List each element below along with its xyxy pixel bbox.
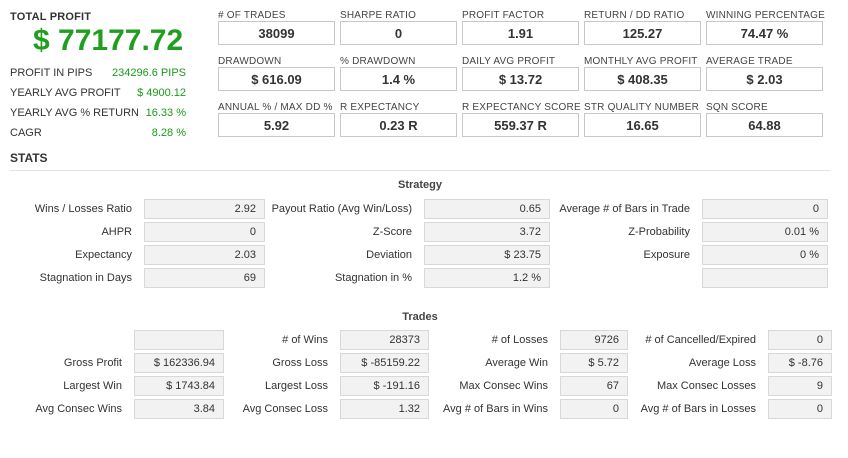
summary-row-label: PROFIT IN PIPS — [10, 67, 93, 79]
metric-label: WINNING PERCENTAGE — [706, 10, 825, 21]
metric-value: $ 408.35 — [584, 67, 701, 91]
strategy-label: Z-Probability — [628, 226, 690, 238]
metric-label: PROFIT FACTOR — [462, 10, 545, 21]
metric-label: RETURN / DD RATIO — [584, 10, 685, 21]
metric-label: SQN SCORE — [706, 102, 768, 113]
strategy-value: 0 % — [702, 245, 828, 265]
strategy-label: Stagnation in Days — [39, 272, 132, 284]
metric-label: DAILY AVG PROFIT — [462, 56, 556, 67]
trades-value: 9726 — [560, 330, 628, 350]
stats-divider — [10, 170, 830, 171]
trades-value: $ 5.72 — [560, 353, 628, 373]
metric-label: ANNUAL % / MAX DD % — [218, 102, 333, 113]
metric-label: SHARPE RATIO — [340, 10, 417, 21]
trades-label: Max Consec Losses — [656, 380, 756, 392]
trades-value: 3.84 — [134, 399, 224, 419]
strategy-value: 0.01 % — [702, 222, 828, 242]
trades-label: Largest Loss — [265, 380, 328, 392]
metric-label: MONTHLY AVG PROFIT — [584, 56, 698, 67]
metric-value: 16.65 — [584, 113, 701, 137]
metric-label: R EXPECTANCY — [340, 102, 420, 113]
strategy-value: 2.92 — [144, 199, 265, 219]
trades-value: $ 1743.84 — [134, 376, 224, 396]
metric-value: 1.91 — [462, 21, 579, 45]
strategy-value: 0 — [702, 199, 828, 219]
trades-value: 67 — [560, 376, 628, 396]
trades-label: Average Loss — [688, 357, 756, 369]
strategy-label: Average # of Bars in Trade — [559, 203, 690, 215]
metric-label: DRAWDOWN — [218, 56, 282, 67]
metric-value: 5.92 — [218, 113, 335, 137]
trades-value — [134, 330, 224, 350]
trades-value: $ -8.76 — [768, 353, 832, 373]
strategy-label: AHPR — [101, 226, 132, 238]
trades-value: 28373 — [340, 330, 429, 350]
strategy-label: Expectancy — [75, 249, 132, 261]
metric-value: 0.23 R — [340, 113, 457, 137]
total-profit-value: $ 77177.72 — [33, 24, 184, 57]
trades-value: 1.32 — [340, 399, 429, 419]
trades-value: $ -85159.22 — [340, 353, 429, 373]
trades-label: Average Win — [485, 357, 548, 369]
trades-label: Max Consec Wins — [459, 380, 548, 392]
metric-value: $ 616.09 — [218, 67, 335, 91]
metric-label: # OF TRADES — [218, 10, 286, 21]
trades-value: $ -191.16 — [340, 376, 429, 396]
trades-label: # of Losses — [491, 334, 548, 346]
strategy-label: Z-Score — [372, 226, 412, 238]
trades-label: Avg Consec Loss — [242, 403, 328, 415]
trades-value: 0 — [560, 399, 628, 419]
strategy-value: 0 — [144, 222, 265, 242]
strategy-value: 69 — [144, 268, 265, 288]
trades-label: # of Cancelled/Expired — [645, 334, 756, 346]
summary-row-label: CAGR — [10, 127, 42, 139]
trades-value: $ 162336.94 — [134, 353, 224, 373]
trades-label: Avg # of Bars in Losses — [640, 403, 756, 415]
strategy-value: $ 23.75 — [424, 245, 550, 265]
trades-label: Avg Consec Wins — [35, 403, 122, 415]
metric-label: STR QUALITY NUMBER — [584, 102, 700, 113]
summary-row-label: YEARLY AVG % RETURN — [10, 107, 139, 119]
stats-heading: STATS — [10, 151, 48, 165]
trades-title: Trades — [402, 311, 438, 323]
strategy-value: 2.03 — [144, 245, 265, 265]
metric-value: 0 — [340, 21, 457, 45]
strategy-label: Stagnation in % — [334, 272, 412, 284]
trades-label: Avg # of Bars in Wins — [443, 403, 548, 415]
trades-label: Largest Win — [63, 380, 122, 392]
metric-value: $ 13.72 — [462, 67, 579, 91]
metric-value: 64.88 — [706, 113, 823, 137]
total-profit-label: TOTAL PROFIT — [10, 11, 92, 23]
summary-row-value: $ 4900.12 — [137, 87, 186, 99]
strategy-label: Wins / Losses Ratio — [34, 203, 132, 215]
metric-value: 125.27 — [584, 21, 701, 45]
strategy-value: 1.2 % — [424, 268, 550, 288]
trades-label: # of Wins — [282, 334, 328, 346]
strategy-value: 0.65 — [424, 199, 550, 219]
metric-value: 74.47 % — [706, 21, 823, 45]
strategy-label: Payout Ratio (Avg Win/Loss) — [271, 203, 412, 215]
metric-value: 38099 — [218, 21, 335, 45]
metric-label: AVERAGE TRADE — [706, 56, 793, 67]
strategy-label: Deviation — [366, 249, 412, 261]
summary-row-value: 8.28 % — [151, 127, 186, 139]
trades-label: Gross Profit — [63, 357, 122, 369]
strategy-value: 3.72 — [424, 222, 550, 242]
summary-row-value: 16.33 % — [145, 107, 186, 119]
metric-value: 559.37 R — [462, 113, 579, 137]
metric-value: $ 2.03 — [706, 67, 823, 91]
summary-row-value: 234296.6 PIPS — [111, 67, 186, 79]
trades-value: 0 — [768, 330, 832, 350]
strategy-title: Strategy — [397, 179, 443, 191]
trades-value: 0 — [768, 399, 832, 419]
metric-label: % DRAWDOWN — [340, 56, 416, 67]
trades-value: 9 — [768, 376, 832, 396]
summary-row-label: YEARLY AVG PROFIT — [10, 87, 121, 99]
strategy-value — [702, 268, 828, 288]
metric-value: 1.4 % — [340, 67, 457, 91]
metric-label: R EXPECTANCY SCORE — [462, 102, 581, 113]
trades-label: Gross Loss — [272, 357, 328, 369]
strategy-label: Exposure — [643, 249, 690, 261]
